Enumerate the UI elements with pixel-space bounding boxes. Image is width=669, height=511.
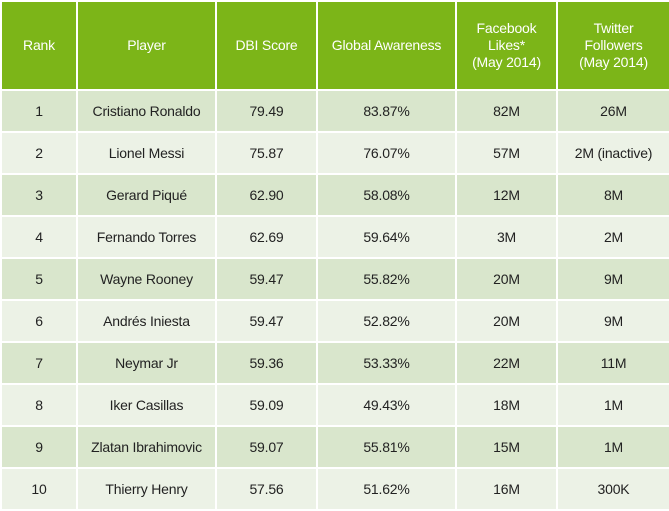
cell-facebook-likes: 22M <box>455 341 558 385</box>
header-facebook-likes: Facebook Likes* (May 2014) <box>455 0 558 91</box>
cell-player: Zlatan Ibrahimovic <box>76 425 217 469</box>
cell-rank: 2 <box>0 131 78 175</box>
cell-global-awareness: 52.82% <box>316 299 457 343</box>
cell-global-awareness: 55.81% <box>316 425 457 469</box>
cell-dbi-score: 62.69 <box>215 215 318 259</box>
cell-rank: 1 <box>0 89 78 133</box>
table-row: 1 Cristiano Ronaldo 79.49 83.87% 82M 26M <box>0 89 669 133</box>
header-global-awareness: Global Awareness <box>316 0 457 91</box>
cell-dbi-score: 59.07 <box>215 425 318 469</box>
cell-global-awareness: 83.87% <box>316 89 457 133</box>
cell-facebook-likes: 57M <box>455 131 558 175</box>
table-row: 9 Zlatan Ibrahimovic 59.07 55.81% 15M 1M <box>0 425 669 469</box>
cell-twitter-followers: 9M <box>556 299 669 343</box>
cell-facebook-likes: 82M <box>455 89 558 133</box>
cell-twitter-followers: 2M (inactive) <box>556 131 669 175</box>
cell-dbi-score: 79.49 <box>215 89 318 133</box>
cell-twitter-followers: 1M <box>556 425 669 469</box>
cell-rank: 5 <box>0 257 78 301</box>
cell-player: Lionel Messi <box>76 131 217 175</box>
cell-global-awareness: 76.07% <box>316 131 457 175</box>
cell-dbi-score: 59.36 <box>215 341 318 385</box>
cell-twitter-followers: 8M <box>556 173 669 217</box>
cell-player: Fernando Torres <box>76 215 217 259</box>
cell-rank: 10 <box>0 467 78 511</box>
cell-global-awareness: 49.43% <box>316 383 457 427</box>
cell-rank: 4 <box>0 215 78 259</box>
cell-dbi-score: 75.87 <box>215 131 318 175</box>
header-rank: Rank <box>0 0 78 91</box>
cell-global-awareness: 53.33% <box>316 341 457 385</box>
cell-player: Iker Casillas <box>76 383 217 427</box>
table-row: 10 Thierry Henry 57.56 51.62% 16M 300K <box>0 467 669 511</box>
cell-dbi-score: 62.90 <box>215 173 318 217</box>
cell-twitter-followers: 26M <box>556 89 669 133</box>
cell-facebook-likes: 12M <box>455 173 558 217</box>
cell-facebook-likes: 20M <box>455 257 558 301</box>
cell-rank: 8 <box>0 383 78 427</box>
cell-rank: 6 <box>0 299 78 343</box>
cell-twitter-followers: 9M <box>556 257 669 301</box>
cell-facebook-likes: 3M <box>455 215 558 259</box>
cell-facebook-likes: 15M <box>455 425 558 469</box>
table-row: 5 Wayne Rooney 59.47 55.82% 20M 9M <box>0 257 669 301</box>
cell-twitter-followers: 11M <box>556 341 669 385</box>
cell-player: Wayne Rooney <box>76 257 217 301</box>
cell-global-awareness: 51.62% <box>316 467 457 511</box>
cell-facebook-likes: 16M <box>455 467 558 511</box>
cell-twitter-followers: 2M <box>556 215 669 259</box>
cell-player: Gerard Piqué <box>76 173 217 217</box>
cell-player: Cristiano Ronaldo <box>76 89 217 133</box>
table-row: 4 Fernando Torres 62.69 59.64% 3M 2M <box>0 215 669 259</box>
cell-rank: 3 <box>0 173 78 217</box>
cell-dbi-score: 59.09 <box>215 383 318 427</box>
cell-facebook-likes: 20M <box>455 299 558 343</box>
cell-rank: 7 <box>0 341 78 385</box>
cell-rank: 9 <box>0 425 78 469</box>
cell-dbi-score: 57.56 <box>215 467 318 511</box>
header-dbi-score: DBI Score <box>215 0 318 91</box>
header-twitter-followers: Twitter Followers (May 2014) <box>556 0 669 91</box>
header-row: Rank Player DBI Score Global Awareness F… <box>0 0 669 91</box>
cell-twitter-followers: 300K <box>556 467 669 511</box>
cell-global-awareness: 59.64% <box>316 215 457 259</box>
cell-global-awareness: 55.82% <box>316 257 457 301</box>
header-player: Player <box>76 0 217 91</box>
cell-player: Neymar Jr <box>76 341 217 385</box>
cell-global-awareness: 58.08% <box>316 173 457 217</box>
cell-player: Thierry Henry <box>76 467 217 511</box>
table-header: Rank Player DBI Score Global Awareness F… <box>0 0 669 91</box>
table-row: 8 Iker Casillas 59.09 49.43% 18M 1M <box>0 383 669 427</box>
table-row: 7 Neymar Jr 59.36 53.33% 22M 11M <box>0 341 669 385</box>
table-row: 6 Andrés Iniesta 59.47 52.82% 20M 9M <box>0 299 669 343</box>
table-row: 3 Gerard Piqué 62.90 58.08% 12M 8M <box>0 173 669 217</box>
cell-dbi-score: 59.47 <box>215 299 318 343</box>
cell-twitter-followers: 1M <box>556 383 669 427</box>
cell-facebook-likes: 18M <box>455 383 558 427</box>
cell-dbi-score: 59.47 <box>215 257 318 301</box>
table-body: 1 Cristiano Ronaldo 79.49 83.87% 82M 26M 2 Lion… <box>0 89 669 511</box>
table-row: 2 Lionel Messi 75.87 76.07% 57M 2M (inactive) <box>0 131 669 175</box>
cell-player: Andrés Iniesta <box>76 299 217 343</box>
